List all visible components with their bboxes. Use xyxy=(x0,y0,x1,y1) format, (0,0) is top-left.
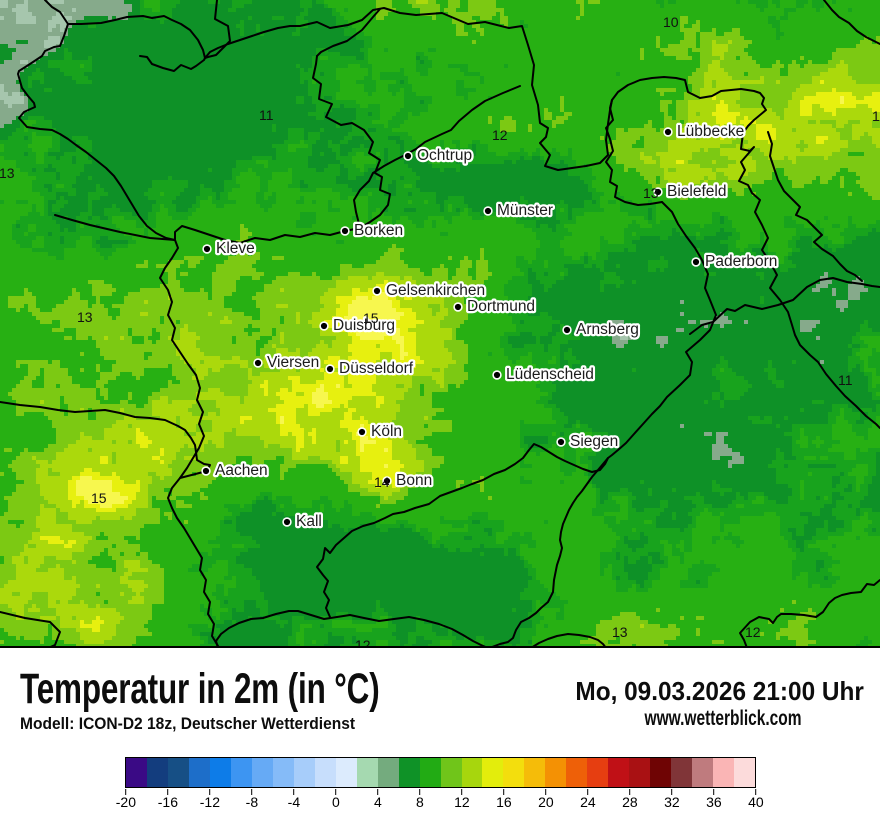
svg-text:12: 12 xyxy=(745,624,761,640)
svg-text:13: 13 xyxy=(77,309,93,325)
svg-text:13: 13 xyxy=(612,624,628,640)
svg-text:15: 15 xyxy=(91,490,107,506)
svg-text:Bonn: Bonn xyxy=(396,472,432,489)
svg-text:Lüdenscheid: Lüdenscheid xyxy=(506,366,594,383)
svg-text:Lübbecke: Lübbecke xyxy=(677,123,744,140)
svg-text:Kall: Kall xyxy=(296,513,322,530)
svg-text:10: 10 xyxy=(663,14,679,30)
svg-text:Münster: Münster xyxy=(497,202,553,219)
svg-text:11: 11 xyxy=(259,107,274,123)
svg-text:11: 11 xyxy=(838,372,853,388)
svg-text:Duisburg: Duisburg xyxy=(333,317,395,334)
svg-text:Ochtrup: Ochtrup xyxy=(417,147,472,164)
svg-text:12: 12 xyxy=(355,637,371,648)
svg-text:Dortmund: Dortmund xyxy=(467,298,535,315)
svg-text:Bielefeld: Bielefeld xyxy=(667,183,726,200)
svg-text:Arnsberg: Arnsberg xyxy=(576,321,639,338)
svg-text:14: 14 xyxy=(374,474,390,490)
svg-text:Siegen: Siegen xyxy=(570,433,618,450)
svg-text:Paderborn: Paderborn xyxy=(705,253,777,270)
svg-text:12: 12 xyxy=(492,127,508,143)
svg-text:Gelsenkirchen: Gelsenkirchen xyxy=(386,282,485,299)
svg-text:Düsseldorf: Düsseldorf xyxy=(339,360,414,377)
svg-text:Kleve: Kleve xyxy=(216,240,255,257)
svg-text:Aachen: Aachen xyxy=(215,462,268,479)
svg-text:13: 13 xyxy=(0,165,15,181)
svg-text:Köln: Köln xyxy=(371,423,402,440)
svg-text:11: 11 xyxy=(872,108,880,124)
svg-text:15: 15 xyxy=(363,310,379,326)
svg-text:13: 13 xyxy=(643,185,659,201)
svg-text:Borken: Borken xyxy=(354,222,403,239)
svg-text:Viersen: Viersen xyxy=(267,354,319,371)
